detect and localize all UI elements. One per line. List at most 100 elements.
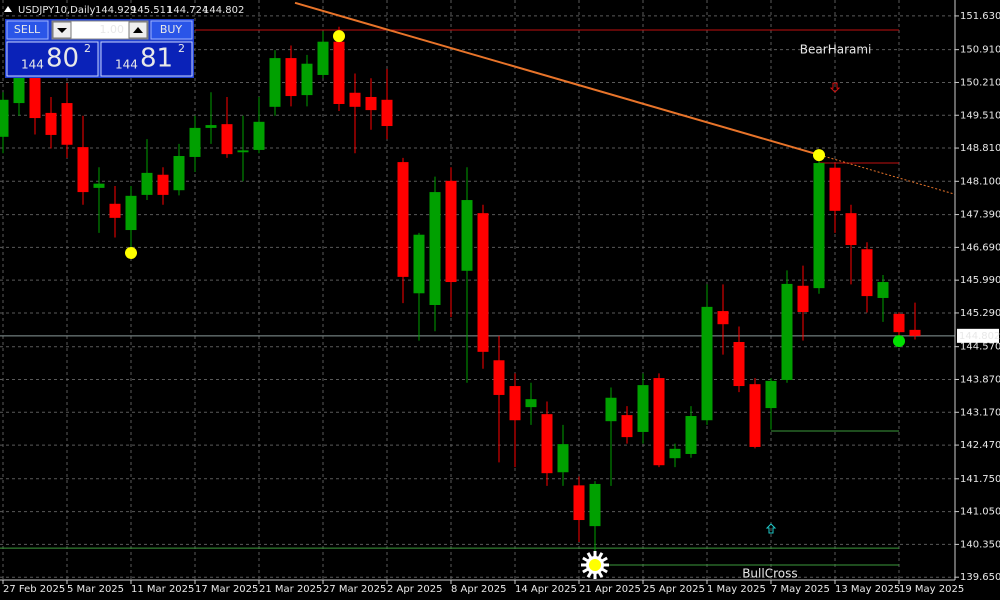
candle-body — [141, 172, 153, 195]
y-tick-label: 148.100 — [960, 176, 1000, 187]
candle-body — [669, 448, 681, 459]
candle-body — [397, 162, 409, 277]
candle-body — [461, 200, 473, 271]
x-tick-label: 25 Apr 2025 — [643, 584, 705, 595]
x-tick-label: 11 Mar 2025 — [131, 584, 194, 595]
volume-box[interactable] — [51, 20, 149, 40]
candle-body — [13, 74, 25, 104]
candle-body — [221, 124, 233, 155]
candle-body — [557, 444, 569, 473]
y-tick-label: 144.570 — [960, 342, 1000, 353]
ask-small: 2 — [178, 42, 185, 55]
y-tick-label: 150.910 — [960, 45, 1000, 56]
y-tick-label: 145.990 — [960, 275, 1000, 286]
x-tick-label: 2 Apr 2025 — [387, 584, 442, 595]
candle-body — [445, 180, 457, 283]
candle-body — [157, 174, 169, 195]
header-title: USDJPY10,Daily — [18, 5, 96, 16]
candle-body — [637, 385, 649, 432]
candle-body — [93, 183, 105, 188]
price-label: 144.802 — [959, 331, 1000, 342]
y-tick-label: 151.630 — [960, 11, 1000, 22]
candle-body — [29, 74, 41, 119]
header-icon — [4, 6, 12, 12]
candle-body — [61, 103, 73, 145]
buy-label: BUY — [160, 23, 183, 36]
trendline-extension — [819, 154, 955, 195]
y-tick-label: 148.810 — [960, 143, 1000, 154]
candle-body — [861, 249, 873, 297]
ask-box[interactable] — [100, 41, 193, 77]
candle-body — [205, 125, 217, 128]
bid-box[interactable] — [6, 41, 99, 77]
volume-value: 1.00 — [100, 23, 125, 36]
y-tick-label: 150.210 — [960, 77, 1000, 88]
y-tick-label: 143.170 — [960, 407, 1000, 418]
x-tick-label: 14 Apr 2025 — [515, 584, 577, 595]
signal-dot — [893, 335, 905, 348]
bid-small: 2 — [84, 42, 91, 55]
candle-body — [877, 282, 889, 298]
x-tick-label: 17 Mar 2025 — [195, 584, 258, 595]
plot-area: BearHarami BullCross — [0, 0, 955, 580]
candle-body — [125, 195, 137, 231]
candle-body — [413, 234, 425, 294]
candle-body — [733, 342, 745, 387]
y-tick-label: 143.870 — [960, 374, 1000, 385]
x-tick-label: 21 Apr 2025 — [579, 584, 641, 595]
x-tick-label: 8 Apr 2025 — [451, 584, 506, 595]
signal-dot — [125, 246, 137, 259]
signal-arrow — [765, 523, 777, 534]
header-low: 144.724 — [167, 5, 208, 16]
candle-body — [109, 203, 121, 218]
header-close: 144.802 — [203, 5, 244, 16]
candle-body — [333, 41, 345, 105]
candle-body — [493, 360, 505, 395]
annotation: BullCross — [742, 566, 797, 580]
y-tick-label: 141.050 — [960, 507, 1000, 518]
ask-big: 144 — [115, 58, 138, 72]
candle-body — [749, 384, 761, 447]
candle-body — [829, 167, 841, 211]
candle-body — [45, 112, 57, 135]
x-tick-label: 19 May 2025 — [899, 584, 964, 595]
candle-body — [477, 213, 489, 352]
buy-button[interactable] — [150, 20, 193, 40]
candle-body — [781, 283, 793, 380]
candle-body — [765, 380, 777, 409]
price-label-box — [957, 328, 999, 343]
candle-body — [893, 313, 905, 333]
candle-body — [621, 415, 633, 438]
trendline — [294, 1, 821, 157]
y-tick-label: 142.470 — [960, 440, 1000, 451]
sell-button[interactable] — [6, 20, 49, 40]
candle-body — [253, 121, 265, 150]
candle-body — [237, 150, 249, 153]
candle-body — [189, 127, 201, 157]
y-tick-label: 149.510 — [960, 110, 1000, 121]
candle-body — [909, 329, 921, 336]
x-tick-label: 27 Feb 2025 — [3, 584, 65, 595]
x-tick-label: 21 Mar 2025 — [259, 584, 322, 595]
signal-dot — [813, 149, 825, 162]
vol-down-icon — [57, 28, 67, 33]
candle-body — [0, 99, 9, 137]
y-tick-label: 141.750 — [960, 474, 1000, 485]
candle-body — [797, 285, 809, 313]
bid-big: 144 — [21, 58, 44, 72]
signal-sun — [581, 551, 609, 580]
candle-body — [685, 416, 697, 454]
x-tick-label: 27 Mar 2025 — [323, 584, 386, 595]
y-tick-label: 145.290 — [960, 308, 1000, 319]
candle-body — [365, 96, 377, 111]
candle-body — [173, 156, 185, 191]
x-tick-label: 13 May 2025 — [835, 584, 900, 595]
candle-body — [701, 306, 713, 421]
candle-body — [525, 399, 537, 408]
candle-body — [541, 414, 553, 474]
annotation: BearHarami — [800, 43, 872, 57]
candle-body — [269, 58, 281, 107]
